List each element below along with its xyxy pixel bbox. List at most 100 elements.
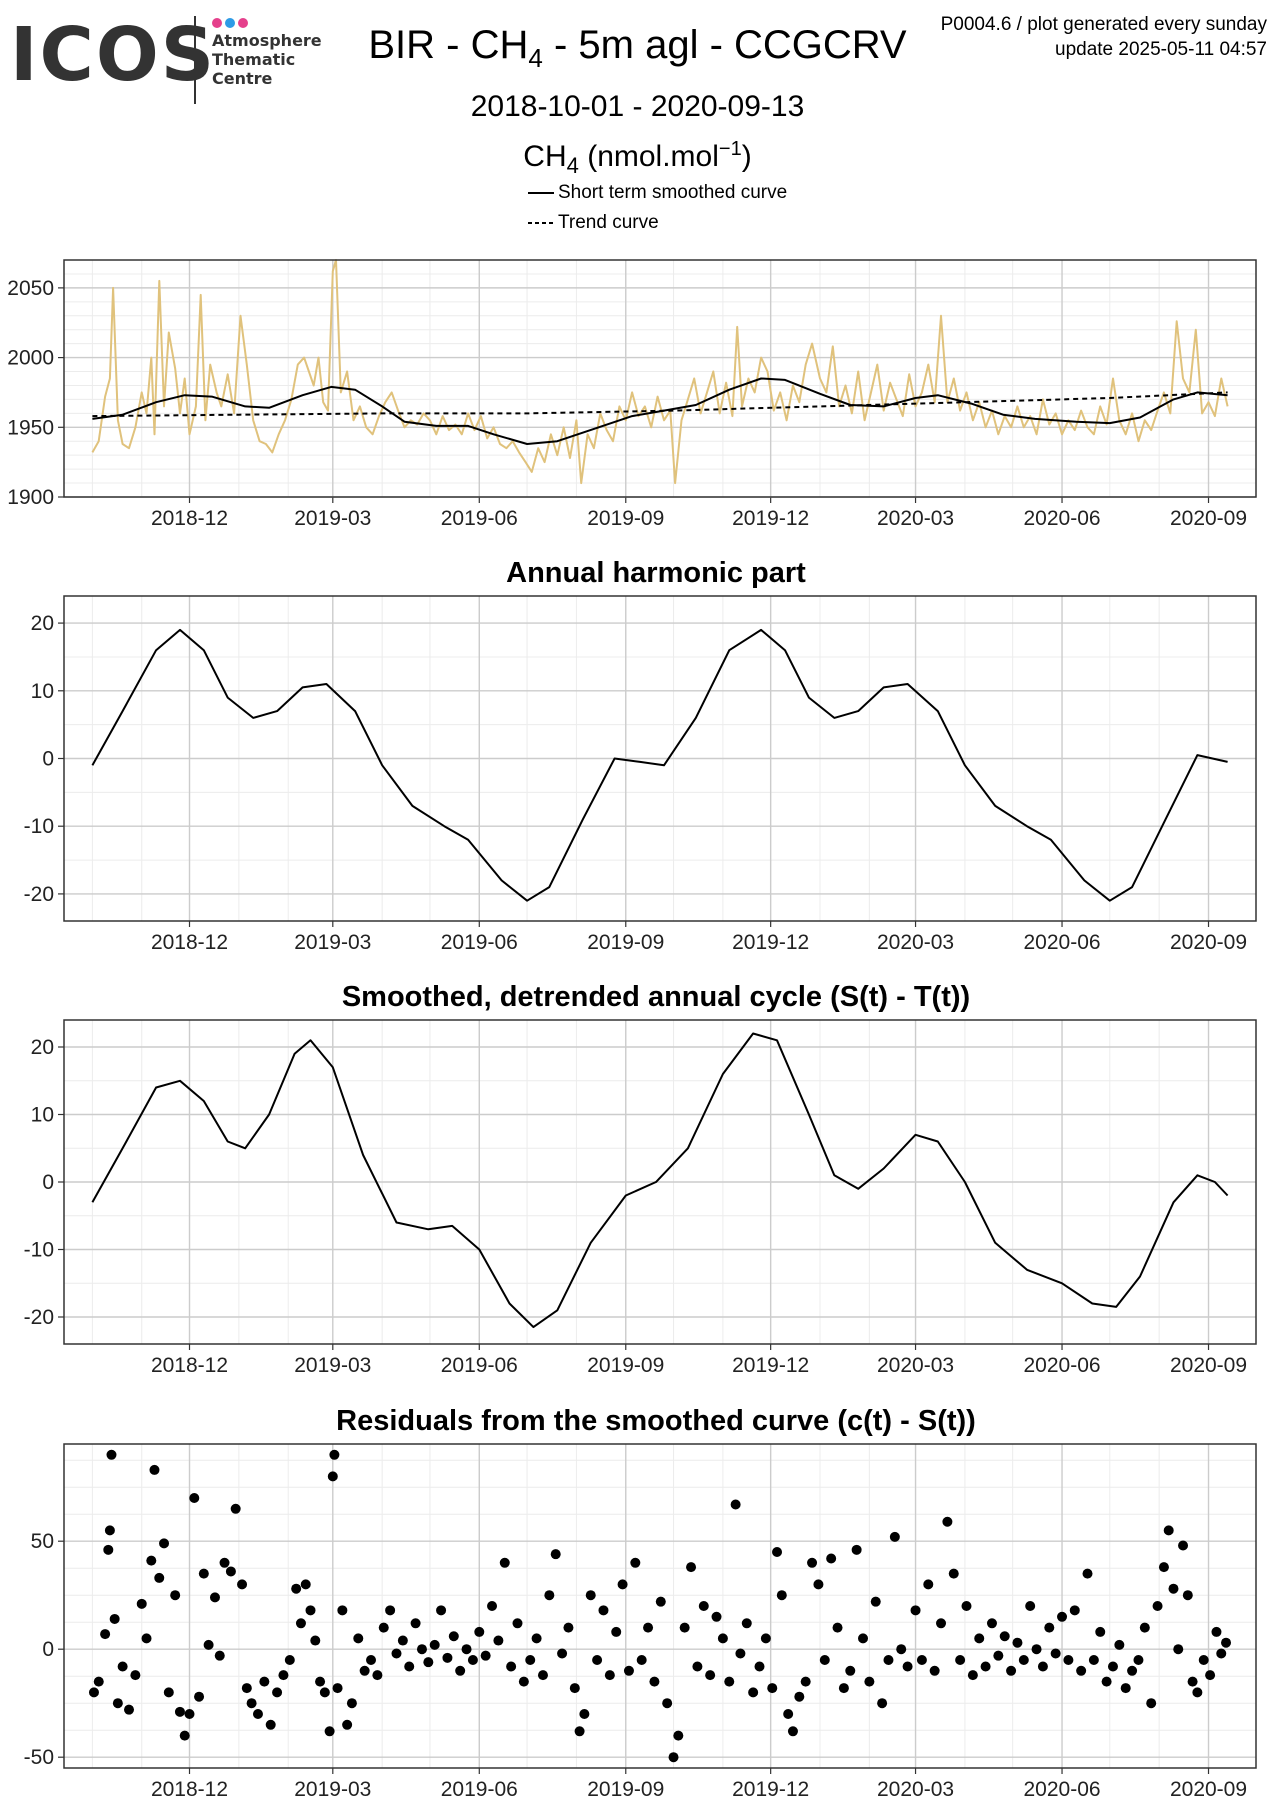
residual-point: [487, 1601, 498, 1611]
residual-point: [310, 1635, 321, 1646]
residual-point: [1095, 1626, 1106, 1637]
residual-point: [889, 1531, 900, 1542]
y-tick-label: -50: [24, 1746, 54, 1769]
panel-title: Annual harmonic part: [506, 557, 806, 589]
y-tick-label: 0: [42, 748, 54, 771]
residual-point: [574, 1726, 585, 1737]
residual-point: [741, 1618, 752, 1629]
residual-point: [748, 1687, 759, 1698]
title-rest: - 5m agl - CCGCRV: [542, 23, 907, 67]
residual-point: [1216, 1648, 1227, 1659]
residual-point: [179, 1730, 190, 1741]
residual-point: [214, 1650, 225, 1661]
residual-point: [1152, 1601, 1163, 1611]
residual-point: [324, 1726, 335, 1737]
residual-point: [826, 1553, 837, 1564]
smoothed-curve-line: [92, 377, 1228, 445]
residual-point: [832, 1622, 843, 1633]
residual-point: [93, 1676, 104, 1687]
residual-point: [146, 1555, 157, 1566]
residual-point: [845, 1665, 856, 1676]
residual-point: [1120, 1683, 1131, 1694]
residual-point: [480, 1650, 491, 1661]
x-tick-label: 2019-09: [587, 507, 664, 530]
residual-point: [1168, 1583, 1179, 1594]
x-tick-label: 2019-12: [732, 1778, 809, 1800]
residual-point: [636, 1655, 647, 1665]
residual-point: [429, 1639, 440, 1650]
panel-border: [63, 1443, 1257, 1769]
date-range: 2018-10-01 - 2020-09-13: [470, 90, 805, 123]
residual-point: [794, 1691, 805, 1702]
residual-point: [993, 1650, 1004, 1661]
chart-panel-2: 2018-12 2019-03 2019-06 2019-09 2019-12 2020-…: [24, 557, 1257, 954]
residual-point: [1192, 1687, 1203, 1698]
residual-point: [655, 1596, 666, 1607]
residual-point: [416, 1644, 427, 1655]
residual-point: [550, 1549, 561, 1560]
residual-point: [378, 1622, 389, 1633]
meta-line-1: P0004.6 / plot generated every sunday: [940, 14, 1267, 35]
residual-point: [1076, 1665, 1087, 1676]
residual-point: [563, 1622, 574, 1633]
residual-point: [337, 1605, 348, 1616]
panel-border: [63, 1019, 1257, 1345]
residual-point: [467, 1655, 478, 1665]
x-tick-label: 2019-09: [587, 1778, 664, 1800]
residual-point: [1088, 1655, 1099, 1665]
residual-point: [203, 1639, 214, 1650]
x-tick-label: 2020-03: [877, 507, 954, 530]
chart-panel-4: 2018-12 2019-03 2019-06 2019-09 2019-12 2020-…: [24, 1405, 1257, 1800]
residual-point: [724, 1676, 735, 1687]
residual-point: [1107, 1661, 1118, 1672]
x-tick-label: 2019-03: [294, 1354, 371, 1377]
residual-point: [225, 1566, 236, 1577]
residual-point: [272, 1687, 283, 1698]
residual-point: [592, 1655, 603, 1665]
x-tick-label: 2020-06: [1023, 1778, 1100, 1800]
y-tick-label: 10: [31, 680, 54, 703]
x-tick-label: 2018-12: [151, 507, 228, 530]
residual-point: [870, 1596, 881, 1607]
residual-point: [942, 1516, 953, 1527]
residual-point: [346, 1698, 357, 1709]
legend-item-trend: Trend curve: [528, 208, 787, 238]
residual-point: [391, 1648, 402, 1659]
residual-point: [103, 1544, 114, 1555]
residual-point: [662, 1698, 673, 1709]
panel-title: Smoothed, detrended annual cycle (S(t) -…: [342, 981, 970, 1013]
x-tick-label: 2018-12: [151, 1778, 228, 1800]
residual-point: [717, 1633, 728, 1644]
smoothed-curve-line: [91, 628, 1228, 902]
residual-point: [668, 1752, 679, 1763]
residual-point: [929, 1665, 940, 1676]
residual-point: [787, 1726, 798, 1737]
logo-dot: [238, 18, 248, 28]
x-tick-label: 2020-06: [1023, 931, 1100, 954]
residual-point: [838, 1683, 849, 1694]
residual-point: [730, 1499, 741, 1510]
residual-point: [1012, 1637, 1023, 1648]
residual-point: [936, 1618, 947, 1629]
residual-point: [1211, 1626, 1222, 1637]
title-site: BIR: [368, 23, 436, 67]
residual-point: [170, 1590, 181, 1601]
x-tick-label: 2019-06: [441, 507, 518, 530]
residual-point: [174, 1706, 185, 1717]
residual-point: [512, 1618, 523, 1629]
residual-point: [124, 1704, 135, 1715]
residual-point: [230, 1503, 241, 1514]
residual-point: [813, 1579, 824, 1590]
legend-item-smoothed: Short term smoothed curve: [528, 178, 787, 208]
residual-point: [735, 1648, 746, 1659]
residual-point: [455, 1665, 466, 1676]
logo-dots: [212, 15, 251, 33]
y-tick-label: 20: [31, 1036, 54, 1059]
residual-point: [149, 1464, 160, 1475]
residual-point: [711, 1611, 722, 1622]
unit-rest: (nmol.mol: [578, 140, 719, 173]
residual-point: [1063, 1655, 1074, 1665]
residual-point: [332, 1683, 343, 1694]
residual-point: [864, 1676, 875, 1687]
residual-point: [106, 1449, 117, 1460]
